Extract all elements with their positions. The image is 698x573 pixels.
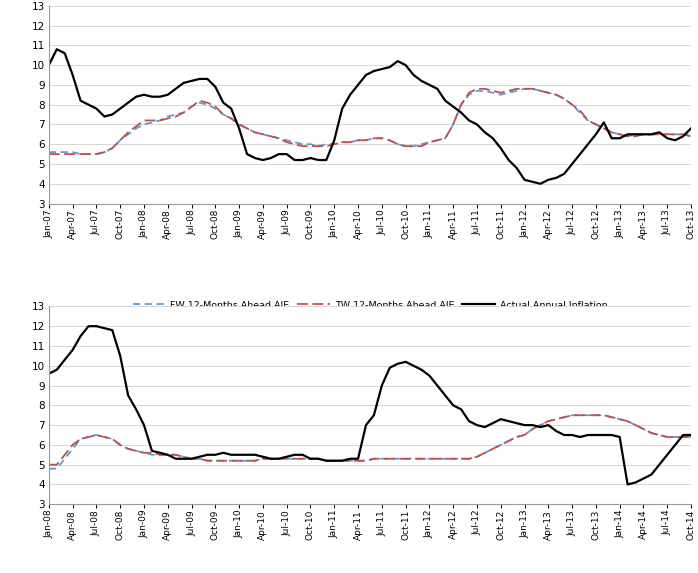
Legend: FW 12-Months Ahead AIE, TW 12-Months Ahead AIE, Actual Annual Inflation: FW 12-Months Ahead AIE, TW 12-Months Ahe… xyxy=(129,297,611,313)
